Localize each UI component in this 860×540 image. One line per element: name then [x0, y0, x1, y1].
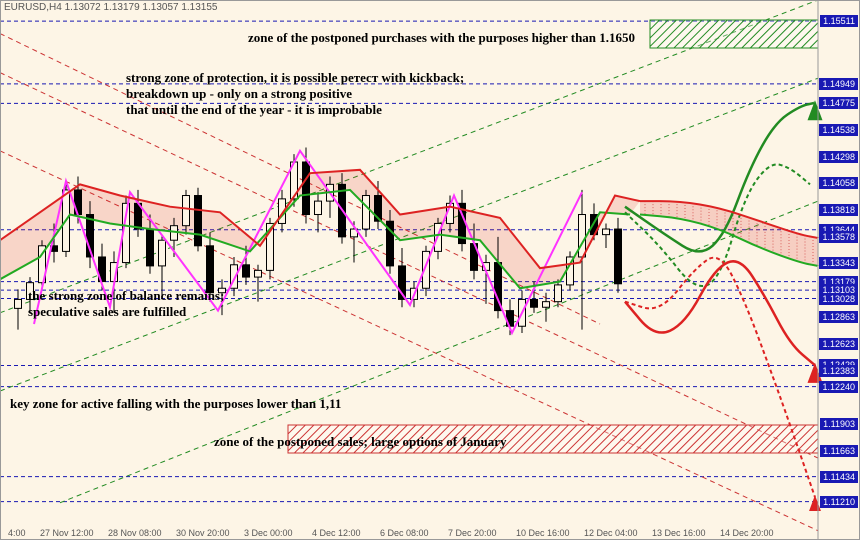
- price-level-label: 1.12863: [819, 311, 858, 323]
- chart-annotation: speculative sales are fulfilled: [28, 304, 186, 320]
- chart-annotation: key zone for active falling with the pur…: [10, 396, 341, 412]
- price-level-label: 1.15511: [820, 15, 858, 27]
- price-level-label: 1.14949: [819, 78, 858, 90]
- time-axis-label: 6 Dec 08:00: [380, 528, 429, 538]
- time-axis-label: 14 Dec 20:00: [720, 528, 774, 538]
- price-level-label: 1.14775: [819, 97, 858, 109]
- price-level-label: 1.13343: [819, 257, 858, 269]
- time-axis-label: 30 Nov 20:00: [176, 528, 230, 538]
- time-axis-label: 13 Dec 16:00: [652, 528, 706, 538]
- price-level-label: 1.13028: [819, 293, 858, 305]
- chart-annotation: strong zone of protection, it is possibl…: [126, 70, 464, 86]
- price-level-label: 1.13578: [819, 231, 858, 243]
- price-level-label: 1.14538: [819, 124, 858, 136]
- price-level-label: 1.14298: [819, 151, 858, 163]
- time-axis-label: 7 Dec 20:00: [448, 528, 497, 538]
- time-axis-label: 10 Dec 16:00: [516, 528, 570, 538]
- price-level-label: 1.11434: [820, 471, 858, 483]
- price-level-label: 1.11663: [820, 445, 858, 457]
- price-level-label: 1.12623: [819, 338, 858, 350]
- price-level-label: 1.11903: [820, 418, 858, 430]
- time-axis-label: 27 Nov 12:00: [40, 528, 94, 538]
- price-level-label: 1.14058: [819, 177, 858, 189]
- time-axis-label: 4:00: [8, 528, 26, 538]
- time-axis-label: 3 Dec 00:00: [244, 528, 293, 538]
- chart-annotation: zone of the postponed purchases with the…: [248, 30, 635, 46]
- time-axis-label: 12 Dec 04:00: [584, 528, 638, 538]
- chart-annotation: breakdown up - only on a strong positive: [126, 86, 352, 102]
- time-axis-label: 4 Dec 12:00: [312, 528, 361, 538]
- chart-annotation: the strong zone of balance remains;: [28, 288, 224, 304]
- chart-annotation: that until the end of the year - it is i…: [126, 102, 382, 118]
- chart-annotation: zone of the postponed sales; large optio…: [214, 434, 507, 450]
- price-level-label: 1.12240: [819, 381, 858, 393]
- price-level-label: 1.12383: [819, 365, 858, 377]
- price-level-label: 1.13818: [819, 204, 858, 216]
- price-level-label: 1.11210: [820, 496, 858, 508]
- time-axis-label: 28 Nov 08:00: [108, 528, 162, 538]
